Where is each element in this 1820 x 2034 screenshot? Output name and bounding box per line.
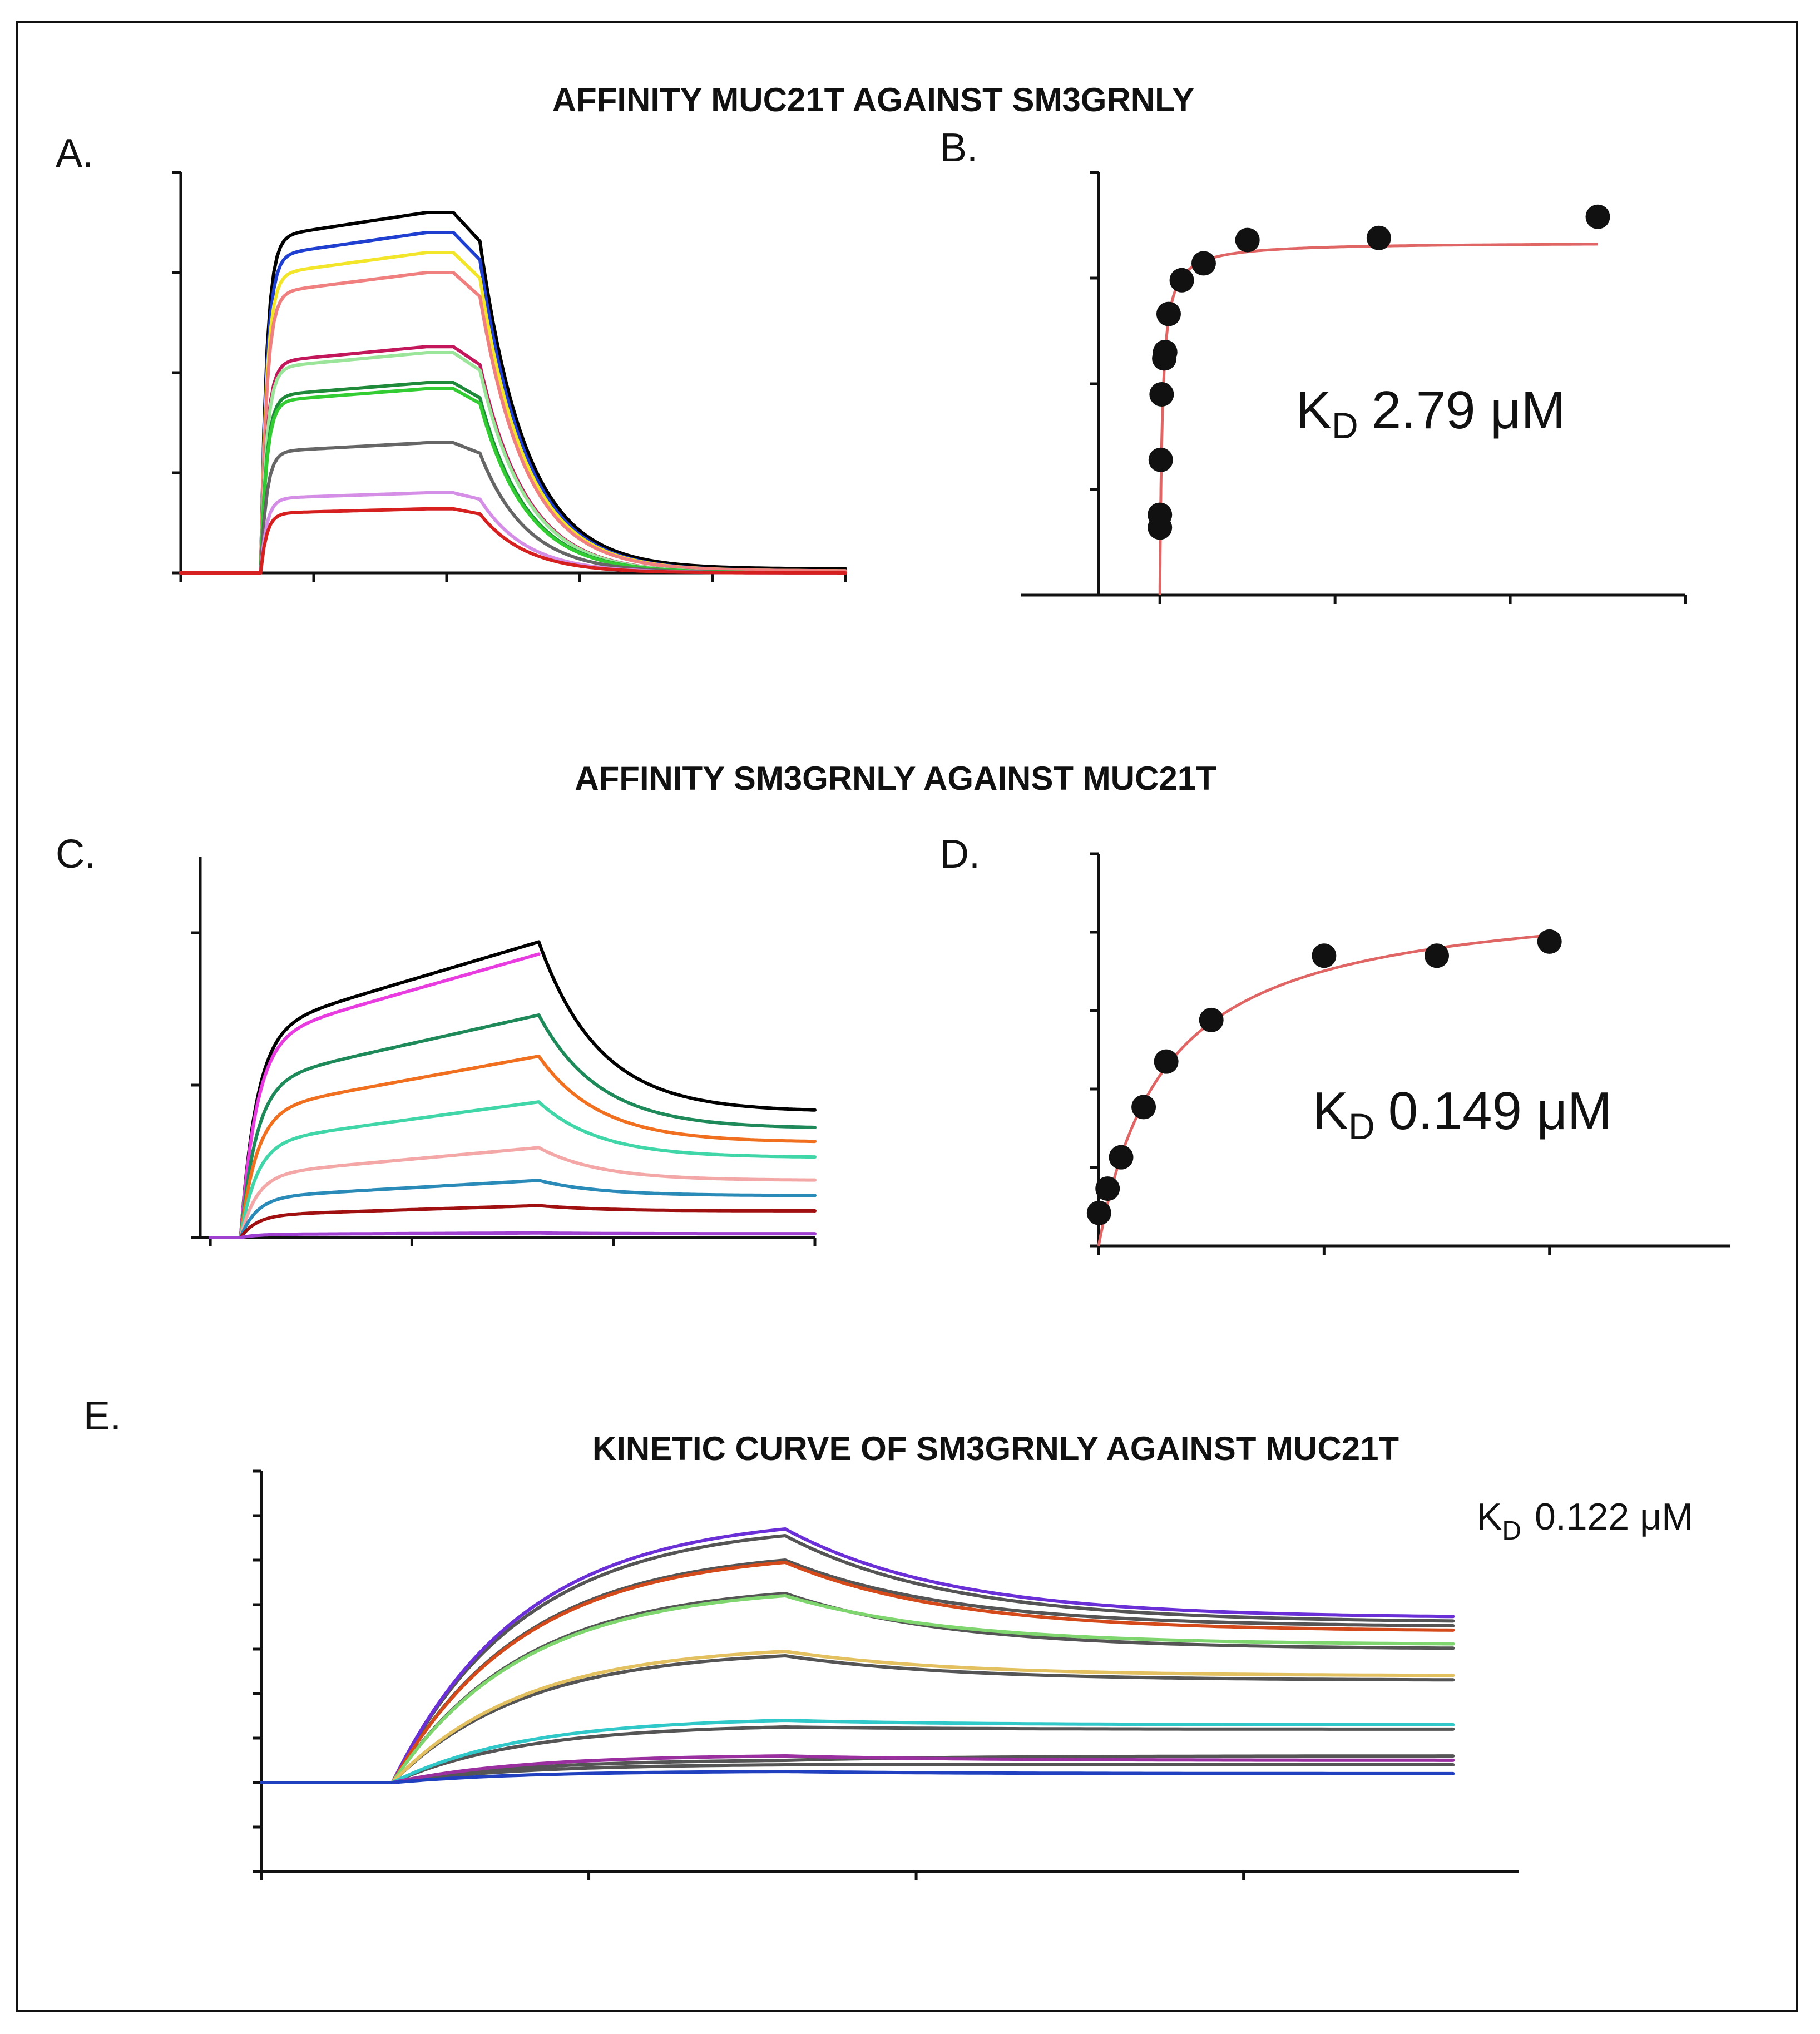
panel-d-data-point (1154, 1049, 1179, 1074)
panel-e-fit-line (260, 1725, 1455, 1784)
panel-e-series-line-4 (260, 1650, 1455, 1784)
panel-d-data-point (1131, 1095, 1156, 1120)
panel-b-data-point (1366, 225, 1391, 250)
kd-symbol: K (1477, 1496, 1502, 1538)
panel-b-data-point (1148, 502, 1173, 527)
panel-e-kd-label: KD 0.122 μM (1477, 1496, 1693, 1546)
figure-border (16, 21, 1798, 2012)
kd-symbol: K (1296, 380, 1332, 440)
panel-c: C. (56, 832, 817, 1246)
panel-a-series-line-11 (179, 507, 847, 575)
kd-subscript: D (1332, 405, 1358, 446)
panel-e-fit-line (260, 1763, 1455, 1784)
panel-b-label: B. (940, 126, 978, 170)
panel-b: B. KD 2.79 μM (940, 126, 1687, 604)
panel-b-data-point (1156, 301, 1181, 326)
panel-b-data-point (1235, 227, 1260, 253)
panel-c-series-line-8 (209, 1204, 817, 1239)
kd-symbol: K (1313, 1081, 1348, 1141)
panel-c-series-line-2 (209, 952, 541, 1239)
panel-d: D. KD 0.149 μM (940, 832, 1730, 1255)
panel-d-data-point (1086, 1200, 1111, 1225)
panel-a-series-line-10 (179, 491, 847, 575)
panel-d-label: D. (940, 832, 980, 877)
panel-e-series-line-6 (260, 1754, 1455, 1784)
panel-a-series-line-9 (179, 441, 847, 575)
panel-a-series-line-4 (179, 271, 847, 575)
panel-b-data-point (1169, 268, 1194, 293)
panel-b-data-point (1149, 382, 1174, 407)
panel-e-fit-line (260, 1534, 1455, 1784)
kd-subscript: D (1348, 1106, 1375, 1147)
kd-subscript: D (1502, 1516, 1521, 1546)
panel-d-kd-label: KD 0.149 μM (1313, 1081, 1612, 1147)
panel-d-data-point (1537, 929, 1562, 954)
panel-d-data-point (1109, 1145, 1134, 1170)
panel-b-kd-label: KD 2.79 μM (1296, 380, 1566, 446)
panel-d-data-point (1095, 1176, 1120, 1201)
panel-c-series-line-4 (209, 1054, 817, 1239)
panel-d-data-point (1425, 943, 1450, 968)
panel-c-series-line-6 (209, 1146, 817, 1239)
panel-e-title: KINETIC CURVE OF SM3GRNLY AGAINST MUC21T (592, 1430, 1399, 1467)
panel-a: A. (56, 131, 847, 582)
panel-e-series-line-2 (260, 1561, 1455, 1784)
panel-c-label: C. (56, 832, 96, 877)
panel-b-data-point (1585, 204, 1610, 229)
panel-e-fit-line (260, 1558, 1455, 1784)
kd-value: 2.79 μM (1372, 380, 1566, 440)
panel-c-series-line-5 (209, 1100, 817, 1239)
panel-a-series-line-6 (179, 351, 847, 575)
panel-a-series-line-1 (179, 211, 847, 575)
panel-c-series-line-9 (209, 1231, 817, 1239)
panel-b-data-point (1153, 340, 1178, 364)
kd-value: 0.149 μM (1388, 1081, 1612, 1141)
top-title: AFFINITY MUC21T AGAINST SM3GRNLY (552, 81, 1195, 118)
panel-d-data-point (1312, 943, 1337, 968)
panel-c-series-line-1 (209, 940, 817, 1239)
panel-e: E. KINETIC CURVE OF SM3GRNLY AGAINST MUC… (83, 1394, 1693, 1880)
panel-a-label: A. (56, 131, 93, 176)
panel-e-series-line-5 (260, 1719, 1455, 1784)
panel-e-series-line-1 (260, 1527, 1455, 1784)
panel-a-series-line-5 (179, 345, 847, 575)
panel-d-data-point (1199, 1007, 1224, 1032)
panel-b-data-point (1191, 251, 1216, 276)
middle-title: AFFINITY SM3GRNLY AGAINST MUC21T (575, 760, 1216, 797)
kd-value: 0.122 μM (1535, 1496, 1693, 1538)
panel-e-series-line-3 (260, 1594, 1455, 1784)
panel-c-series-line-7 (209, 1179, 817, 1239)
panel-c-series-line-3 (209, 1013, 817, 1239)
panel-e-series-line-7 (260, 1770, 1455, 1784)
panel-e-label: E. (83, 1394, 121, 1438)
panel-b-data-point (1148, 447, 1173, 472)
